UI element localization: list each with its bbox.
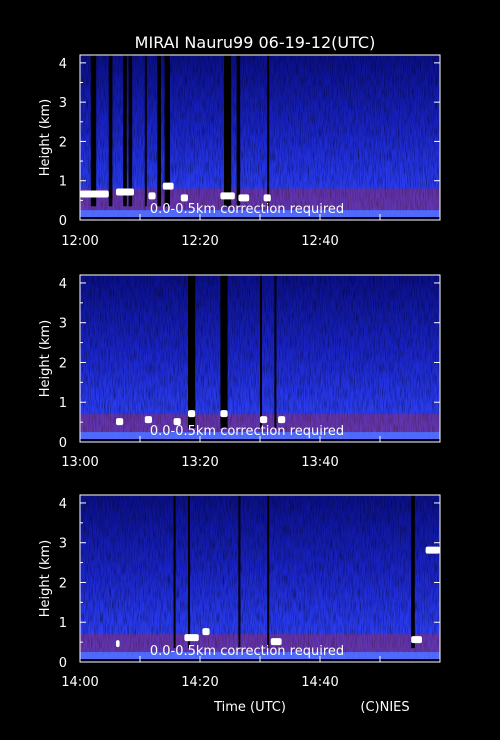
cloud-echo: [184, 634, 199, 642]
cloud-echo: [263, 194, 271, 202]
y-tick-label: 3: [59, 96, 67, 111]
cloud-echo: [260, 416, 268, 424]
y-tick-label: 1: [59, 616, 67, 631]
signal-gap: [224, 55, 232, 207]
cloud-echo: [116, 418, 124, 426]
figure-title: MIRAI Nauru99 06-19-12(UTC): [135, 33, 376, 52]
y-tick-label: 1: [59, 396, 67, 411]
signal-gap: [173, 495, 176, 649]
cloud-echo: [220, 410, 228, 418]
noise-speckle: [80, 495, 440, 662]
y-tick-label: 3: [59, 537, 67, 552]
cloud-echo: [80, 190, 109, 198]
cloud-echo: [173, 418, 181, 426]
y-axis-label: Height (km): [38, 320, 53, 397]
cloud-echo: [425, 546, 440, 554]
signal-gap: [108, 55, 113, 207]
signal-gap: [238, 495, 241, 649]
y-tick-label: 0: [59, 656, 67, 671]
signal-gap: [267, 495, 270, 649]
y-tick-label: 0: [59, 436, 67, 451]
x-tick-label: 13:40: [301, 455, 338, 470]
y-tick-label: 1: [59, 175, 67, 190]
cloud-echo: [278, 416, 286, 424]
correction-note: 0.0-0.5km correction required: [150, 424, 344, 439]
cloud-echo: [238, 194, 250, 202]
lidar-panel-2: 0 1 2 3 4 Height (km) 13:00 13:20 13:40 0.0-0.5km…: [38, 274, 441, 470]
correction-note: 0.0-0.5km correction required: [150, 202, 344, 217]
correction-note: 0.0-0.5km correction required: [150, 644, 344, 659]
x-tick-label: 13:00: [61, 455, 98, 470]
signal-gap: [188, 495, 190, 649]
signal-gap: [90, 55, 97, 207]
cloud-echo: [148, 192, 156, 200]
x-axis-label: Time (UTC): [213, 700, 286, 715]
signal-gap: [128, 55, 133, 207]
cloud-echo: [162, 182, 174, 190]
y-tick-label: 2: [59, 576, 67, 591]
x-tick-label: 12:40: [301, 234, 338, 249]
aerosol-layer: [80, 634, 440, 653]
credit-label: (C)NIES: [360, 700, 409, 715]
signal-gap: [188, 275, 196, 429]
cloud-echo: [180, 194, 188, 202]
signal-gap: [220, 275, 228, 429]
panels: 0 1 2 3 4 Height (km) 12:00 12:20 12:40 0.0-0.5km…: [38, 54, 441, 690]
x-tick-label: 13:20: [181, 455, 218, 470]
y-axis-label: Height (km): [38, 540, 53, 617]
y-tick-label: 2: [59, 135, 67, 150]
signal-gap: [123, 55, 127, 207]
signal-gap: [157, 55, 161, 207]
x-tick-label: 14:20: [181, 675, 218, 690]
x-tick-label: 12:00: [61, 234, 98, 249]
signal-gap: [260, 275, 262, 429]
cloud-echo: [220, 192, 235, 200]
noise-speckle: [80, 55, 440, 220]
signal-gap: [411, 495, 415, 649]
signal-gap: [236, 55, 241, 207]
y-tick-label: 3: [59, 317, 67, 332]
signal-gap: [164, 55, 170, 207]
y-axis-label: Height (km): [38, 99, 53, 176]
x-tick-label: 14:00: [61, 675, 98, 690]
cloud-echo: [411, 636, 422, 644]
y-tick-label: 4: [59, 277, 67, 292]
signal-gap: [274, 275, 277, 429]
y-tick-label: 0: [59, 214, 67, 229]
y-tick-label: 4: [59, 57, 67, 72]
signal-gap: [144, 55, 147, 207]
lidar-panel-1: 0 1 2 3 4 Height (km) 12:00 12:20 12:40 0.0-0.5km…: [38, 54, 441, 249]
cloud-echo: [116, 188, 134, 196]
cloud-echo: [116, 640, 120, 648]
cloud-echo: [144, 416, 152, 424]
x-tick-label: 12:20: [181, 234, 218, 249]
cloud-echo: [270, 638, 282, 646]
x-tick-label: 14:40: [301, 675, 338, 690]
signal-gap: [267, 55, 270, 207]
cloud-echo: [188, 410, 196, 418]
y-tick-label: 2: [59, 356, 67, 371]
lidar-panel-3: 0 1 2 3 4 Height (km) 14:00 14:20 14:40 0.0-0.5km…: [38, 494, 441, 690]
cloud-echo: [202, 628, 210, 636]
y-tick-label: 4: [59, 497, 67, 512]
